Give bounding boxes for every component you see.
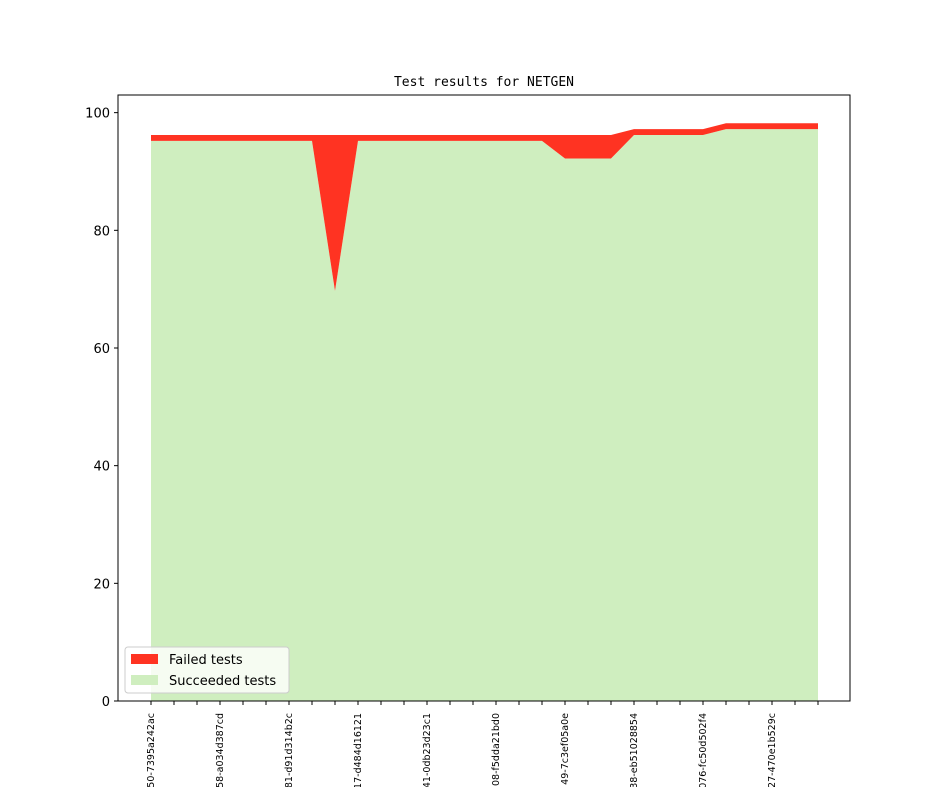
y-tick-label: 100 [85,107,110,122]
x-tick-label: 58-a034d387cd [215,713,226,787]
y-tick-label: 40 [93,460,110,475]
x-tick-label: 50-7395a242ac [146,713,157,787]
plot-area [151,123,818,701]
legend-swatch-succeeded [131,675,158,685]
y-tick-label: 60 [93,342,110,357]
y-tick-label: 80 [93,224,110,239]
x-tick-label: 38-eb51028854 [629,713,640,787]
area-succeeded-tests [151,129,818,701]
legend-label-succeeded: Succeeded tests [169,674,276,689]
y-axis: 0 20 40 60 80 100 [85,107,118,710]
x-tick-label: 81-d91d314b2c [284,713,295,787]
x-tick-label: 49-7c3ef05a0e [560,713,571,785]
chart-title: Test results for NETGEN [394,75,574,90]
legend-swatch-failed [131,654,158,664]
legend-box [124,646,290,694]
y-tick-label: 0 [102,695,110,710]
x-tick-label: 27-470e1b529c [767,713,778,787]
y-tick-label: 20 [93,577,110,592]
legend-label-failed: Failed tests [169,653,243,668]
plot-frame [117,94,851,702]
area-failed-tests [151,123,818,291]
legend: Failed tests Succeeded tests [124,646,290,694]
x-tick-label: 17-d484d16121 [353,713,364,787]
x-axis: 50-7395a242ac 58-a034d387cd 81-d91d314b2c 1… [146,701,819,789]
x-tick-label: 41-0db23d23c1 [422,713,433,787]
x-tick-label: 076-fc50d502f4 [698,713,709,787]
x-tick-label: 08-f5dda21bd0 [491,713,502,786]
